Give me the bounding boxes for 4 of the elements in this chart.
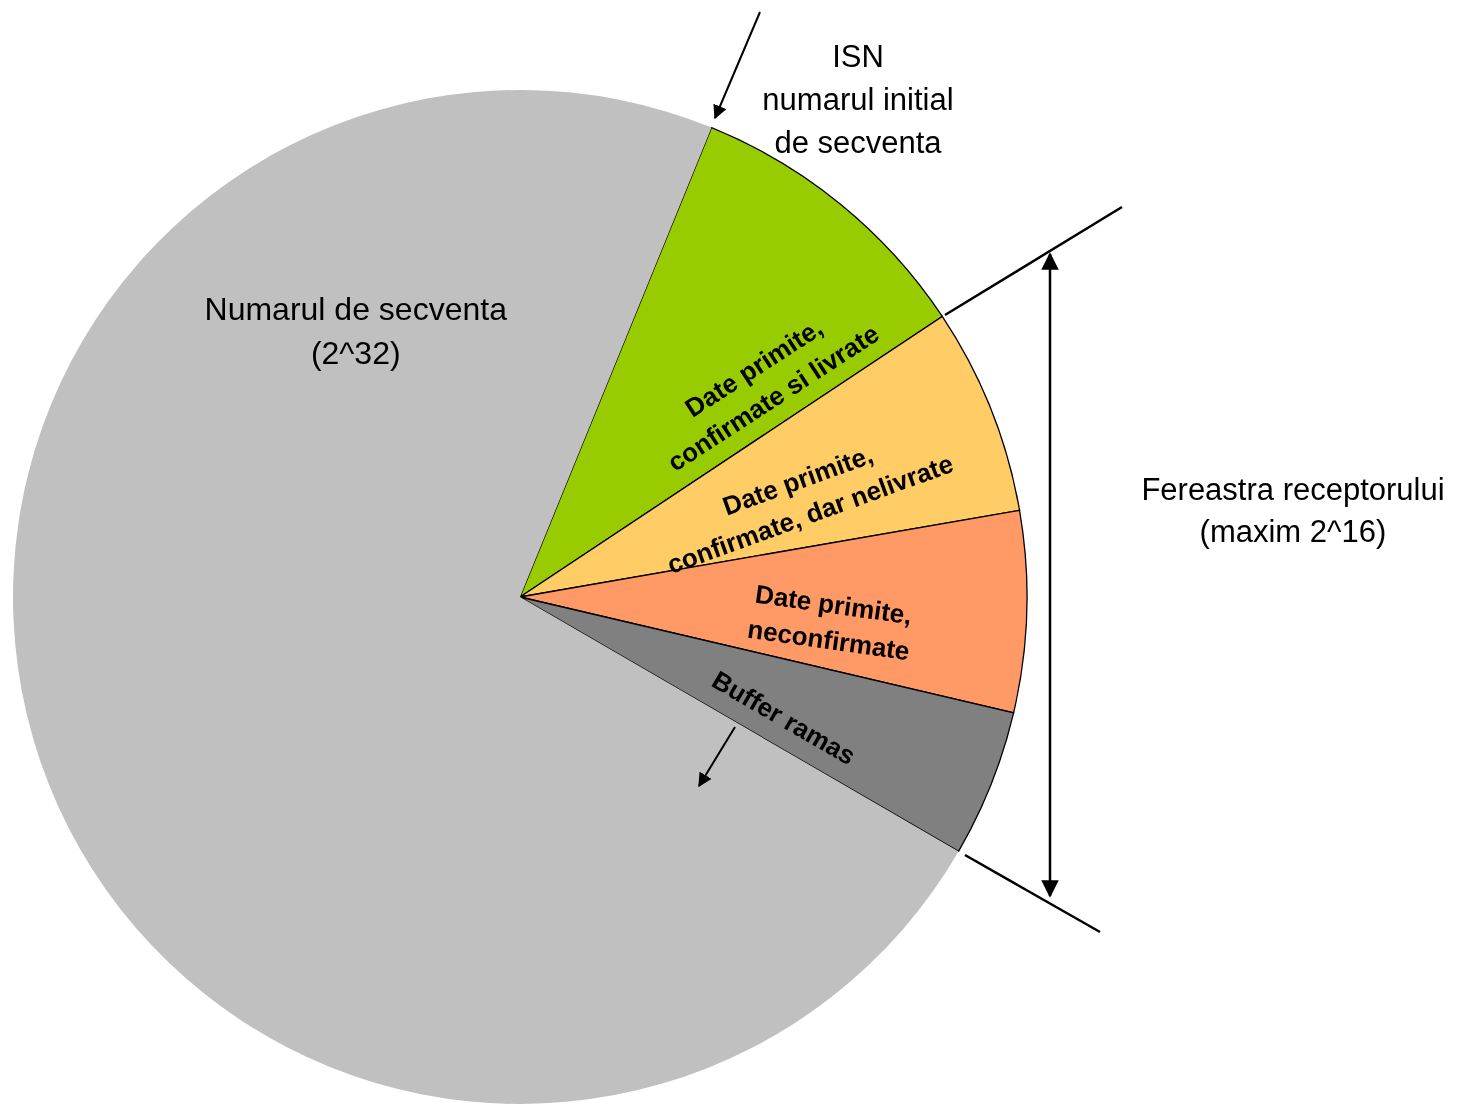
slice-label: Numarul de secventa (2^32)	[204, 291, 508, 372]
slice-label: Date primite, neconfirmate	[745, 578, 914, 667]
text: Fereastra receptorului (maxim 2^16)	[1141, 471, 1445, 550]
text: ISN numarul initial de secventa	[762, 39, 954, 160]
